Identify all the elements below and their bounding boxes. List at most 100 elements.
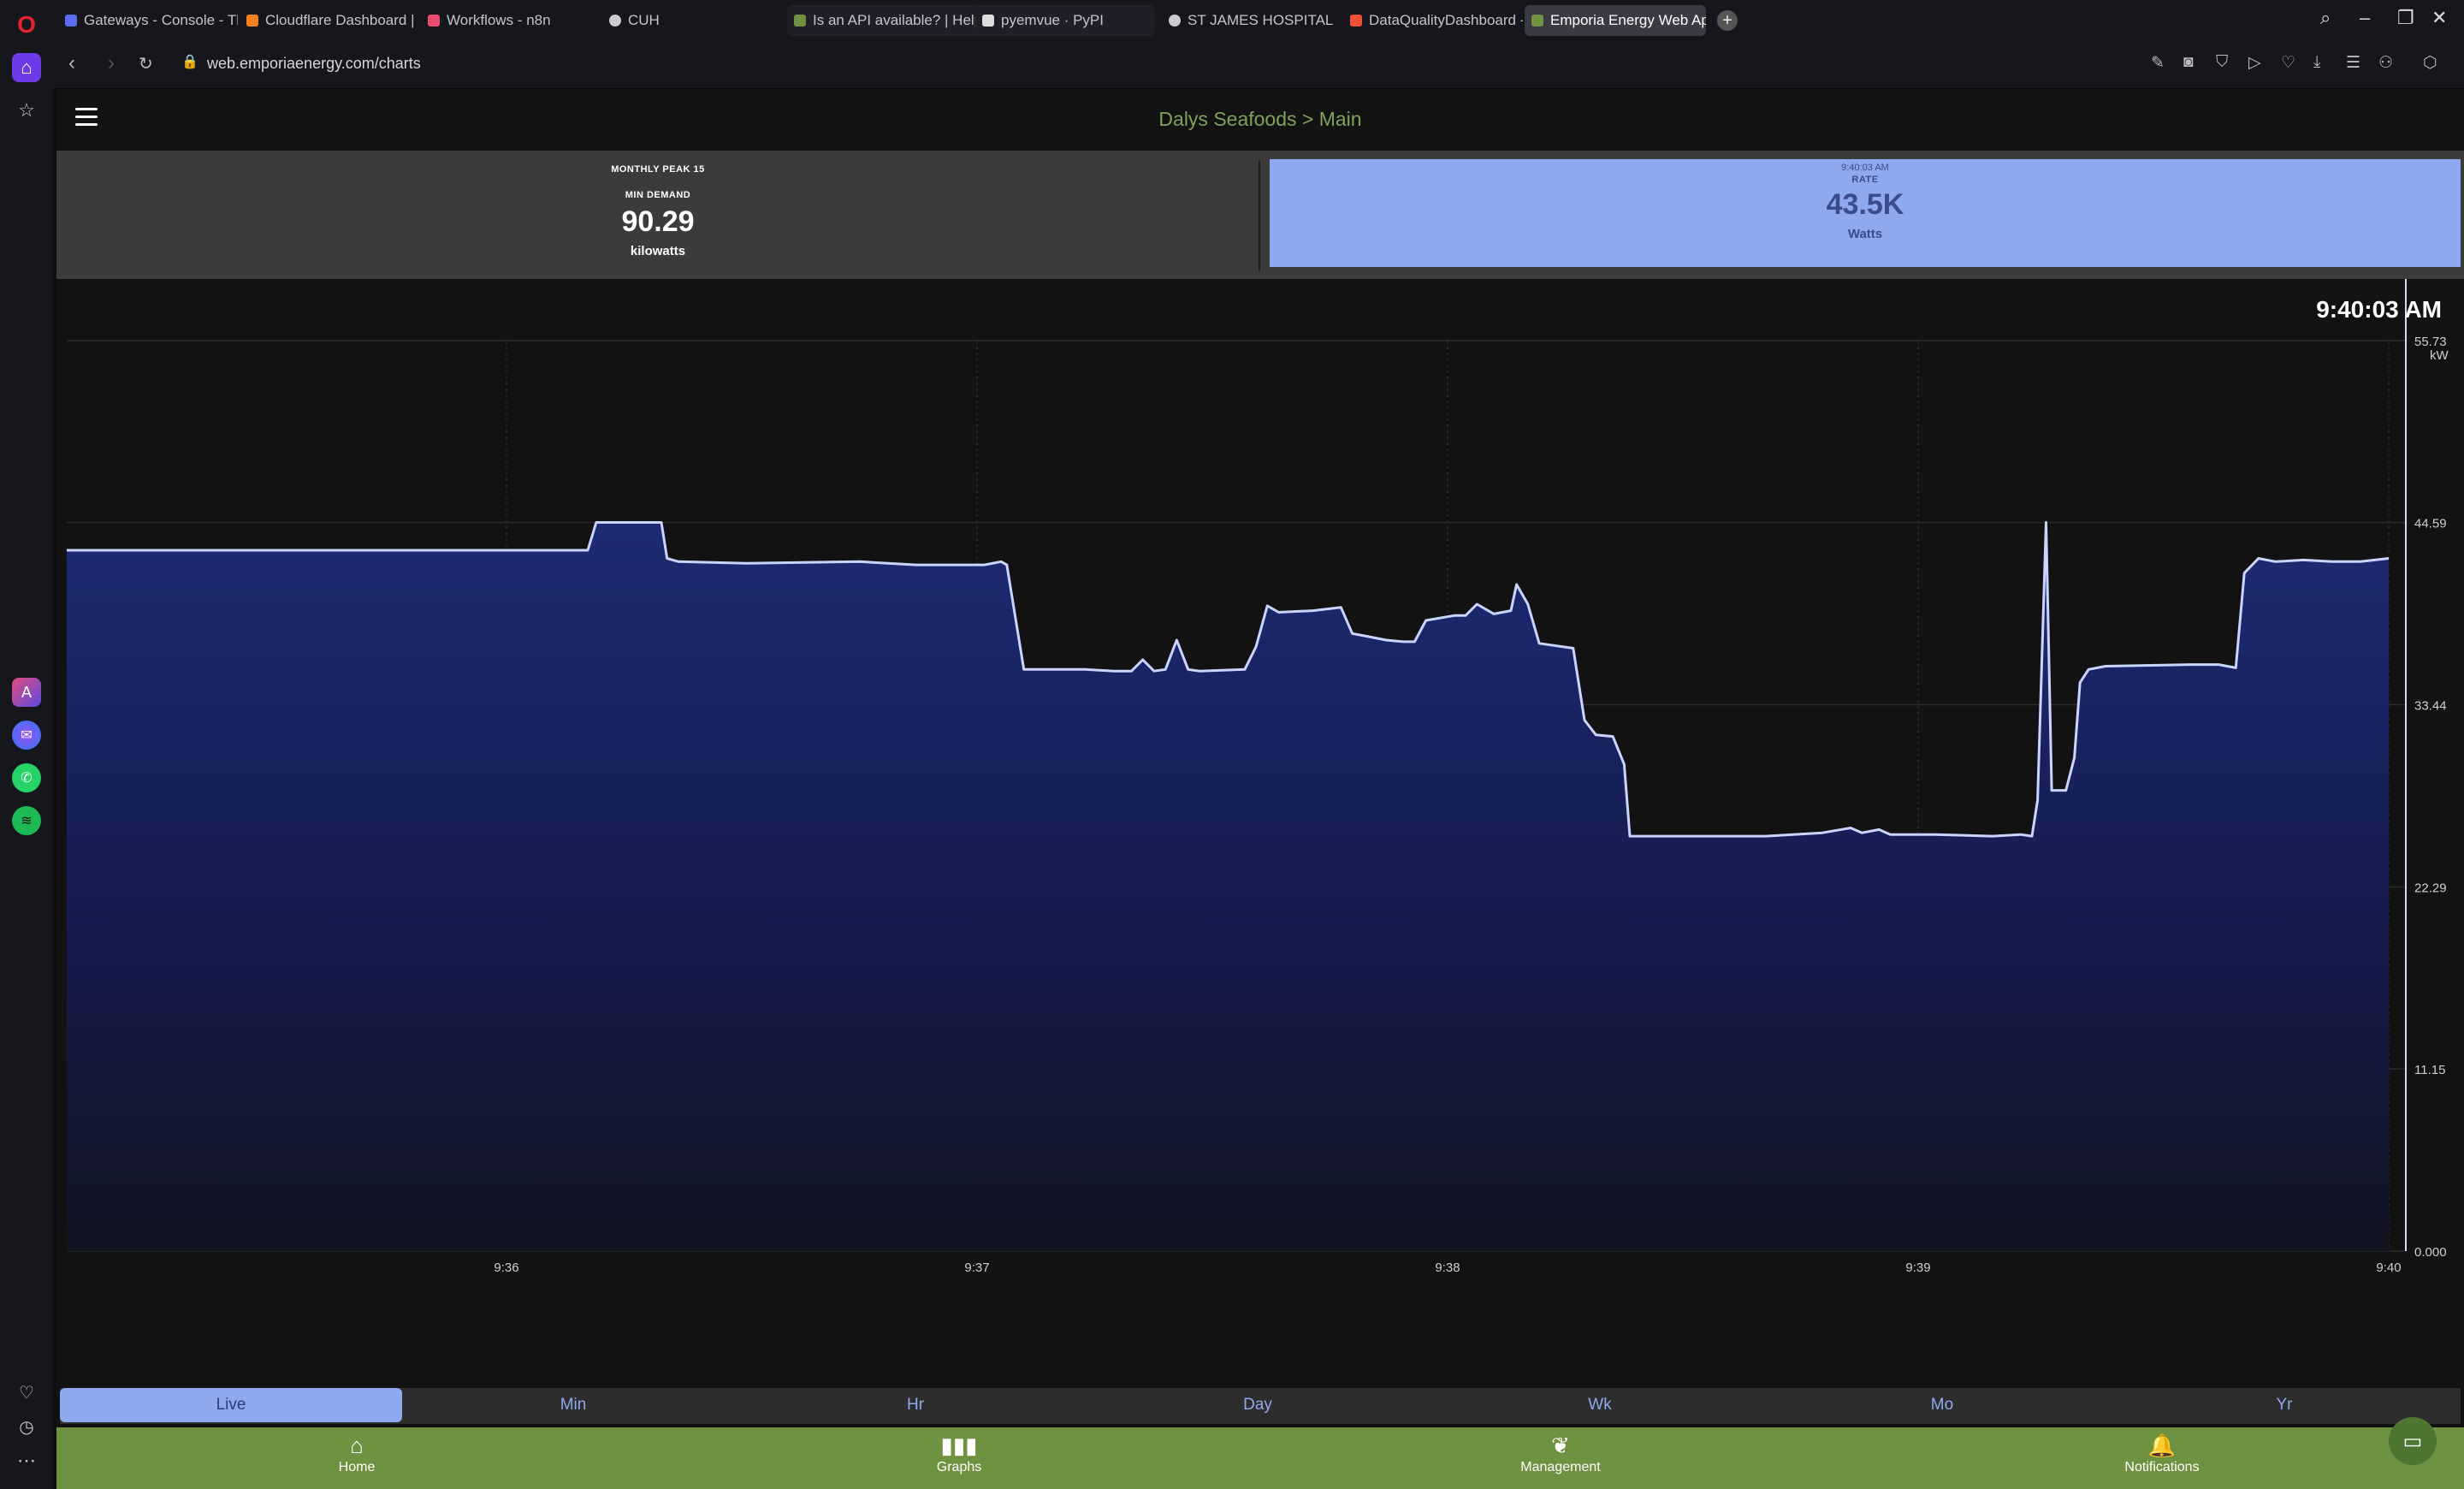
nav-home-label: Home: [338, 1460, 376, 1474]
forward-icon[interactable]: ›: [108, 51, 115, 74]
y-tick-label: 33.44: [2414, 699, 2447, 714]
browser-tab[interactable]: DataQualityDashboard - F: [1343, 5, 1523, 36]
x-tick-label: 9:36: [494, 1261, 518, 1275]
play-icon[interactable]: ▷: [2248, 54, 2261, 72]
tab-yr[interactable]: Yr: [2276, 1396, 2293, 1414]
rate-time: 9:40:03 AM: [1841, 163, 1889, 173]
bell-icon: 🔔: [2147, 1433, 2177, 1458]
y-tick-label: 11.15: [2414, 1063, 2445, 1077]
lock-icon: 🔒: [181, 55, 198, 69]
home-icon[interactable]: ⌂: [12, 53, 41, 82]
back-icon[interactable]: ‹: [68, 51, 75, 74]
whatsapp-icon[interactable]: ✆: [12, 763, 41, 792]
peak-demand-card[interactable]: MONTHLY PEAK 15 MIN DEMAND 90.29 kilowat…: [56, 151, 1259, 279]
x-tick-label: 9:37: [964, 1261, 989, 1275]
opera-logo-icon[interactable]: O: [17, 11, 36, 38]
x-tick-label: 9:38: [1435, 1261, 1460, 1275]
usage-line: [67, 521, 2390, 838]
leaf-icon: ❦: [1551, 1433, 1570, 1458]
more-icon[interactable]: ⋯: [17, 1450, 36, 1471]
rate-card[interactable]: 9:40:03 AM RATE 43.5K Watts: [1270, 159, 2461, 267]
profile-icon[interactable]: ⚇: [2378, 54, 2394, 72]
time-range-tabs: Live Min Hr Day Wk Mo Yr: [60, 1388, 2461, 1424]
chart-timestamp: 9:40:03 AM: [2316, 296, 2442, 323]
peak-value: 90.29: [621, 205, 695, 238]
edit-icon[interactable]: ✎: [2151, 54, 2165, 72]
tab-day[interactable]: Day: [1243, 1396, 1272, 1414]
browser-tab[interactable]: Gateways - Console - The: [58, 5, 238, 36]
peak-label-line2: MIN DEMAND: [625, 190, 691, 200]
home-icon: ⌂: [350, 1433, 364, 1458]
tab-live[interactable]: Live: [60, 1388, 402, 1422]
rate-value: 43.5K: [1826, 188, 1904, 221]
download-icon[interactable]: ⤓: [2313, 53, 2321, 71]
emporia-app: Dalys Seafoods > Main MONTHLY PEAK 15 MI…: [56, 89, 2464, 1489]
tab-favicon-icon: [794, 15, 806, 27]
messenger-icon[interactable]: ✉: [12, 721, 41, 750]
nav-notifications-label: Notifications: [2124, 1460, 2200, 1474]
url-field[interactable]: web.emporiaenergy.com/charts: [207, 55, 421, 72]
bar-chart-icon: ▮▮▮: [940, 1433, 978, 1458]
browser-tab[interactable]: pyemvue · PyPI: [975, 5, 1155, 36]
tab-favicon-icon: [1531, 15, 1543, 27]
extensions-icon[interactable]: ⬡: [2423, 54, 2437, 72]
x-tick-label: 9:39: [1905, 1261, 1930, 1275]
new-tab-button[interactable]: +: [1717, 10, 1738, 31]
tab-min[interactable]: Min: [560, 1396, 587, 1414]
usage-chart[interactable]: 0.000 11.15 22.29 33.44 44.59 55.73 kW 9:36 9:37…: [56, 279, 2464, 1391]
usage-area: [67, 522, 2389, 1251]
y-tick-label: 22.29: [2414, 881, 2447, 895]
camera-icon[interactable]: ◙: [2183, 53, 2194, 71]
history-icon[interactable]: ◷: [19, 1417, 34, 1437]
browser-tab[interactable]: CUH: [602, 5, 782, 36]
browser-sidebar: O ⌂ ☆ A ✉ ✆ ≋ ♡ ◷ ⋯: [0, 0, 53, 1489]
tab-hr[interactable]: Hr: [906, 1396, 925, 1414]
tab-favicon-icon: [982, 15, 994, 27]
tab-favicon-icon: [428, 15, 440, 27]
tab-wk[interactable]: Wk: [1588, 1396, 1612, 1414]
heart-icon[interactable]: ♡: [2281, 54, 2296, 72]
reload-icon[interactable]: ↻: [139, 55, 153, 74]
peak-unit: kilowatts: [630, 244, 686, 258]
nav-graphs[interactable]: ▮▮▮ Graphs: [874, 1433, 1045, 1475]
search-tabs-icon[interactable]: ⌕: [2320, 7, 2331, 28]
y-tick-label: 0.000: [2414, 1245, 2447, 1260]
rate-label: RATE: [1851, 175, 1879, 185]
browser-tab-active[interactable]: Emporia Energy Web App: [1525, 5, 1706, 36]
y-tick-label: 44.59: [2414, 517, 2447, 531]
menu-icon[interactable]: ☰: [2346, 54, 2361, 72]
app-header: Dalys Seafoods > Main: [56, 89, 2464, 151]
bottom-nav: ⌂ Home ▮▮▮ Graphs ❦ Management 🔔 Notific…: [56, 1427, 2464, 1489]
tab-favicon-icon: [1169, 15, 1181, 27]
hamburger-menu-icon[interactable]: [75, 108, 98, 127]
tab-bar: Gateways - Console - The Cloudflare Dash…: [53, 0, 2464, 41]
chat-icon[interactable]: ▭: [2389, 1417, 2437, 1465]
stats-divider: [1259, 161, 1260, 270]
peak-label-line1: MONTHLY PEAK 15: [611, 164, 705, 175]
tab-mo[interactable]: Mo: [1930, 1396, 1954, 1414]
aria-icon[interactable]: A: [12, 678, 41, 707]
pinboard-icon[interactable]: ☆: [18, 99, 35, 121]
rate-unit: Watts: [1847, 227, 1883, 241]
y-tick-label: 55.73: [2414, 335, 2447, 349]
browser-tab[interactable]: ST JAMES HOSPITAL: [1162, 5, 1376, 36]
page-title: Dalys Seafoods > Main: [1158, 108, 1362, 130]
x-tick-label: 9:40: [2376, 1261, 2401, 1275]
restore-icon[interactable]: ❐: [2397, 7, 2414, 28]
tab-favicon-icon: [246, 15, 258, 27]
stats-panel: MONTHLY PEAK 15 MIN DEMAND 90.29 kilowat…: [56, 151, 2464, 279]
minimize-icon[interactable]: –: [2360, 7, 2371, 28]
tab-favicon-icon: [65, 15, 77, 27]
nav-home[interactable]: ⌂ Home: [271, 1433, 442, 1475]
close-icon[interactable]: ✕: [2431, 7, 2448, 28]
nav-management[interactable]: ❦ Management: [1475, 1433, 1646, 1475]
browser-tab[interactable]: Workflows - n8n: [421, 5, 601, 36]
nav-management-label: Management: [1520, 1460, 1601, 1474]
spotify-icon[interactable]: ≋: [12, 806, 41, 835]
browser-tab[interactable]: Cloudflare Dashboard | M: [240, 5, 419, 36]
nav-notifications[interactable]: 🔔 Notifications: [2076, 1433, 2248, 1475]
nav-graphs-label: Graphs: [936, 1460, 982, 1474]
shield-icon[interactable]: ⛉: [2216, 53, 2229, 71]
heart-icon[interactable]: ♡: [19, 1383, 34, 1403]
